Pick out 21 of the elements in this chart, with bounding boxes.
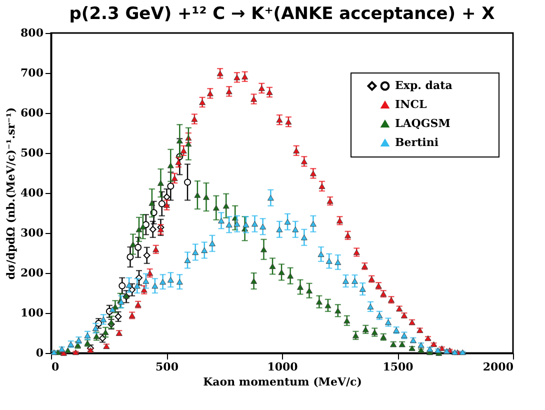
legend-label: Bertini (395, 136, 439, 149)
y-tick-label: 400 (20, 186, 44, 200)
x-tick-label: 1500 (382, 360, 414, 374)
x-axis-title: Kaon momentum (MeV/c) (203, 376, 362, 388)
x-tick-label: 1000 (267, 360, 298, 374)
legend-label: LAQGSM (395, 117, 450, 130)
y-tick-label: 700 (20, 66, 44, 80)
legend-label: INCL (395, 98, 427, 111)
legend-label: Exp. data (395, 79, 452, 92)
y-tick-label: 200 (20, 266, 44, 280)
x-tick-label: 0 (52, 360, 60, 374)
y-axis-title: dσ/dpdΩ (nb.(MeV/c)⁻¹.sr⁻¹) (4, 107, 18, 280)
chart-title: p(2.3 GeV) +¹² C → K⁺(ANKE acceptance) + X (69, 4, 495, 24)
y-tick-label: 300 (20, 226, 44, 240)
y-tick-label: 500 (20, 146, 44, 160)
y-tick-label: 100 (20, 306, 44, 320)
y-tick-label: 600 (20, 106, 44, 120)
y-tick-label: 800 (20, 26, 44, 40)
x-tick-label: 500 (156, 360, 179, 374)
x-tick-label: 2000 (482, 360, 514, 374)
y-tick-label: 0 (36, 346, 44, 360)
